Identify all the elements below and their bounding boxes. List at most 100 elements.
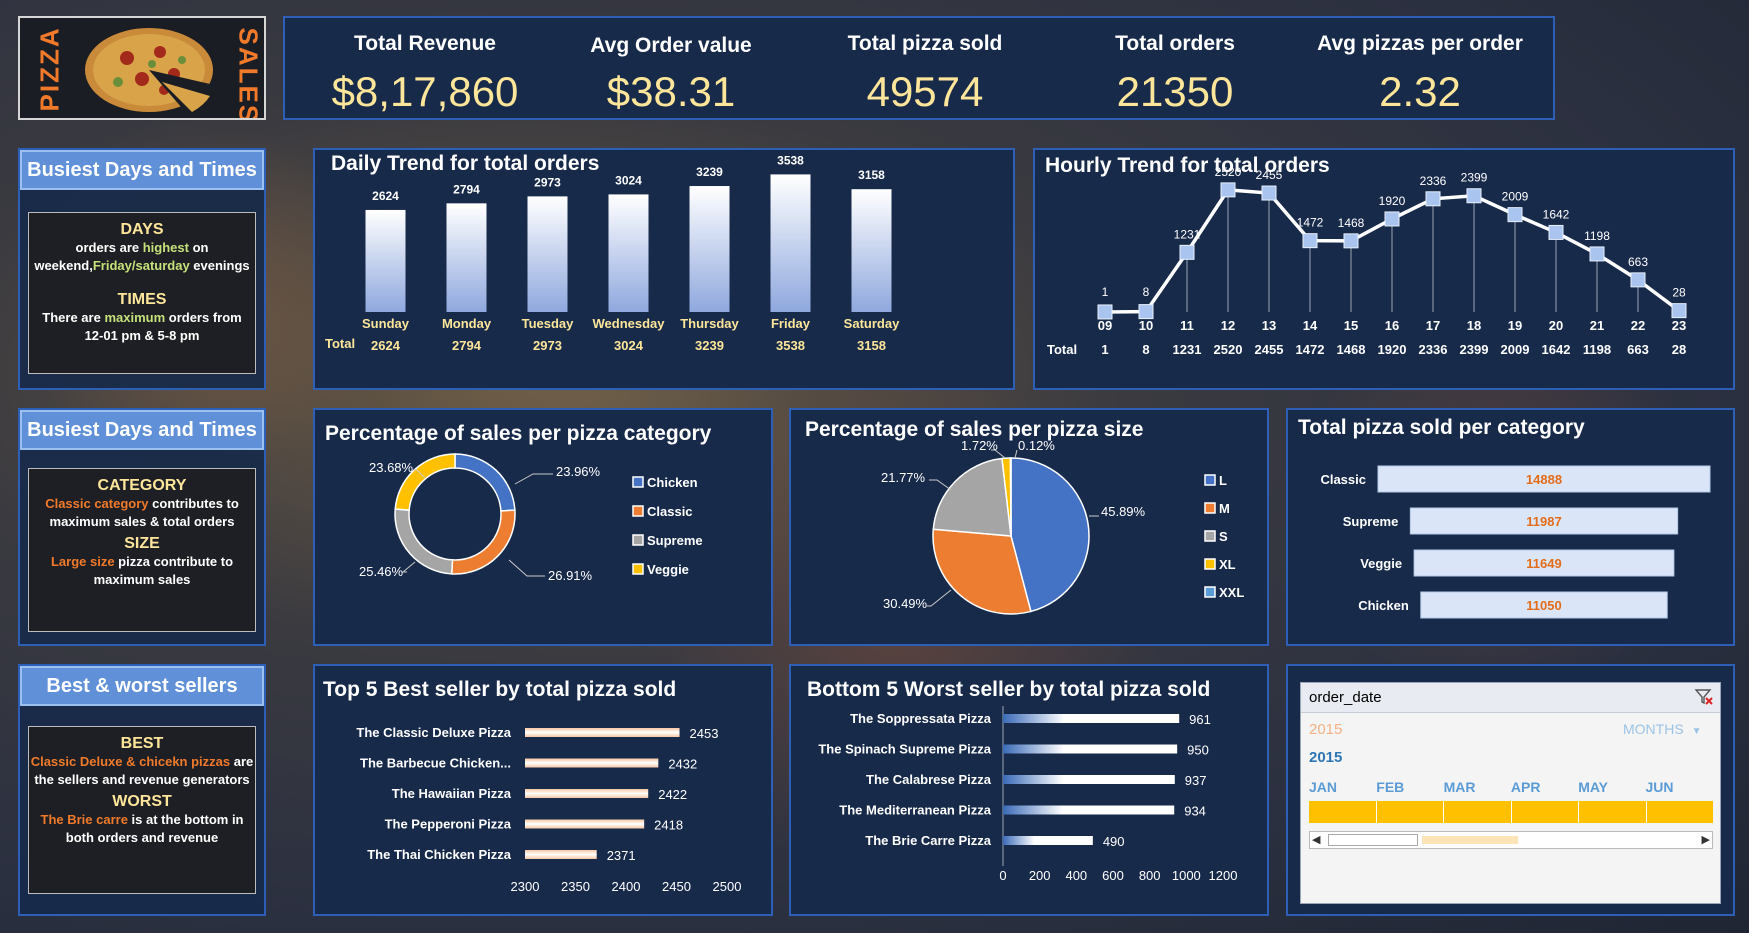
legend-entry: XL <box>1219 557 1236 572</box>
legend-swatch <box>632 534 644 546</box>
data-label: 1642 <box>1543 207 1570 221</box>
leader-line <box>929 479 952 491</box>
hourly-trend-chart: 1091810812311112312520122520245513245514… <box>1047 165 1687 357</box>
total-row-value: 1198 <box>1583 342 1611 357</box>
bar <box>770 174 811 312</box>
data-point <box>1466 188 1482 204</box>
category-label: The Hawaiian Pizza <box>392 786 512 801</box>
bottom5-panel: Bottom 5 Worst seller by total pizza sol… <box>789 664 1269 916</box>
note-text: 12-01 pm & 5-8 pm <box>84 328 200 343</box>
x-tick-label: Tuesday <box>522 316 575 331</box>
note-heading: DAYS <box>120 221 164 238</box>
leader-line <box>1014 449 1018 459</box>
top5-bar-chart: The Classic Deluxe Pizza 2453 The Barbecue… <box>356 725 741 894</box>
slicer-period-dropdown[interactable]: MONTHS ▼ <box>1623 721 1701 737</box>
slicer-timeline-bar[interactable] <box>1309 801 1713 823</box>
total-row-value: 28 <box>1672 342 1686 357</box>
legend-entry: S <box>1219 529 1228 544</box>
total-row-value: 2794 <box>452 338 482 353</box>
bar-data-label: 2422 <box>658 787 687 802</box>
data-label: 2399 <box>1461 171 1488 185</box>
legend-swatch <box>1204 530 1216 542</box>
slicer-month-jan[interactable]: JAN <box>1309 779 1338 795</box>
total-row-value: 1 <box>1101 342 1108 357</box>
note-text: the sellers and revenue generators <box>34 772 250 787</box>
slicer-month-jun[interactable]: JUN <box>1645 779 1674 795</box>
x-tick-label: 23 <box>1672 318 1686 333</box>
top5-panel: Top 5 Best seller by total pizza sold Th… <box>313 664 773 916</box>
insight-note: DAYS orders are highest on weekend,Frida… <box>28 212 256 374</box>
bar <box>525 728 680 737</box>
bar-data-label: 3024 <box>615 173 642 187</box>
scroll-track-highlight <box>1422 836 1518 844</box>
data-label: 1472 <box>1297 216 1324 230</box>
x-tick-label: 12 <box>1221 318 1235 333</box>
slicer-month-mar[interactable]: MAR <box>1443 779 1476 795</box>
clear-filter-icon[interactable] <box>1694 687 1714 707</box>
kpi-label: Avg pizzas per order <box>1317 32 1523 55</box>
x-tick-label: 16 <box>1385 318 1399 333</box>
legend-entry: XXL <box>1219 585 1244 600</box>
category-label: Veggie <box>1360 556 1402 571</box>
slicer-year-faded[interactable]: 2015 <box>1309 721 1343 738</box>
note-text: on <box>188 240 209 255</box>
data-point <box>1548 224 1564 240</box>
pizza-image <box>85 28 213 112</box>
kpi-label: Total orders <box>1115 32 1235 55</box>
bottom5-bar-chart: The Soppressata Pizza 961 The Spinach Supr… <box>818 706 1237 883</box>
note-heading: WORST <box>112 793 172 810</box>
pie-slice <box>1010 457 1090 613</box>
slice-data-label: 25.46% <box>359 564 404 579</box>
pie-slice <box>454 453 516 512</box>
note-text: pizza contribute to <box>114 554 234 569</box>
kpi-label: Total Revenue <box>354 32 496 55</box>
bar <box>1409 507 1679 535</box>
pie-slice <box>932 457 1012 537</box>
total-row-label: Total <box>1047 342 1077 357</box>
x-tick-label: 10 <box>1139 318 1153 333</box>
side-heading: Busiest Days and Times <box>20 410 264 450</box>
bar-data-label: 937 <box>1185 773 1207 788</box>
total-row-value: 3024 <box>614 338 644 353</box>
note-highlight: maximum <box>104 310 166 325</box>
bar <box>608 194 649 312</box>
slicer-month-may[interactable]: MAY <box>1578 779 1609 795</box>
size-pie-panel: Percentage of sales per pizza size 45.89… <box>789 408 1269 646</box>
data-point <box>1302 233 1318 249</box>
bar-data-label: 11050 <box>1526 598 1561 613</box>
daily-trend-panel: Daily Trend for total orders 2624 Sunday 2… <box>313 148 1015 390</box>
kpi-total-orders: Total orders 21350 <box>1055 18 1295 116</box>
scroll-thumb[interactable] <box>1328 834 1418 846</box>
data-label: 2336 <box>1420 174 1447 188</box>
category-label: The Spinach Supreme Pizza <box>818 742 991 757</box>
chart-title: Top 5 Best seller by total pizza sold <box>323 678 677 701</box>
kpi-label: Avg Order value <box>590 34 752 57</box>
slicer-scrollbar[interactable]: ◀ ▶ <box>1309 831 1713 849</box>
note-heading: CATEGORY <box>97 477 187 494</box>
data-label: 1920 <box>1379 194 1406 208</box>
chevron-down-icon: ▼ <box>1691 726 1702 737</box>
slicer-month-feb[interactable]: FEB <box>1376 779 1405 795</box>
slicer-period-label: MONTHS <box>1623 721 1684 737</box>
chart-title: Hourly Trend for total orders <box>1045 154 1330 177</box>
slicer-month-apr[interactable]: APR <box>1510 779 1541 795</box>
scroll-right-icon[interactable]: ▶ <box>1701 834 1710 846</box>
note-text: weekend, <box>34 258 93 273</box>
note-text: maximum sales & total orders <box>49 514 235 529</box>
order-date-slicer[interactable]: order_date 2015 MONTHS ▼ 2015 JAN FEB MAR A… <box>1300 682 1721 904</box>
chart-title: Percentage of sales per pizza category <box>325 422 712 445</box>
data-label: 1 <box>1102 285 1109 299</box>
slicer-months-row: JAN FEB MAR APR MAY JUN <box>1309 779 1713 795</box>
bar <box>1003 744 1178 754</box>
note-text: are <box>230 754 254 769</box>
bar-data-label: 2794 <box>453 182 480 196</box>
x-tick-label: 13 <box>1262 318 1276 333</box>
legend-entry: Supreme <box>647 533 703 548</box>
note-text: orders are <box>75 240 143 255</box>
total-row-value: 663 <box>1627 342 1649 357</box>
slice-data-label: 23.96% <box>556 464 601 479</box>
note-text: is at the bottom in <box>127 812 244 827</box>
bar-data-label: 11987 <box>1526 514 1561 529</box>
scroll-left-icon[interactable]: ◀ <box>1312 834 1321 846</box>
data-point <box>1425 191 1441 207</box>
